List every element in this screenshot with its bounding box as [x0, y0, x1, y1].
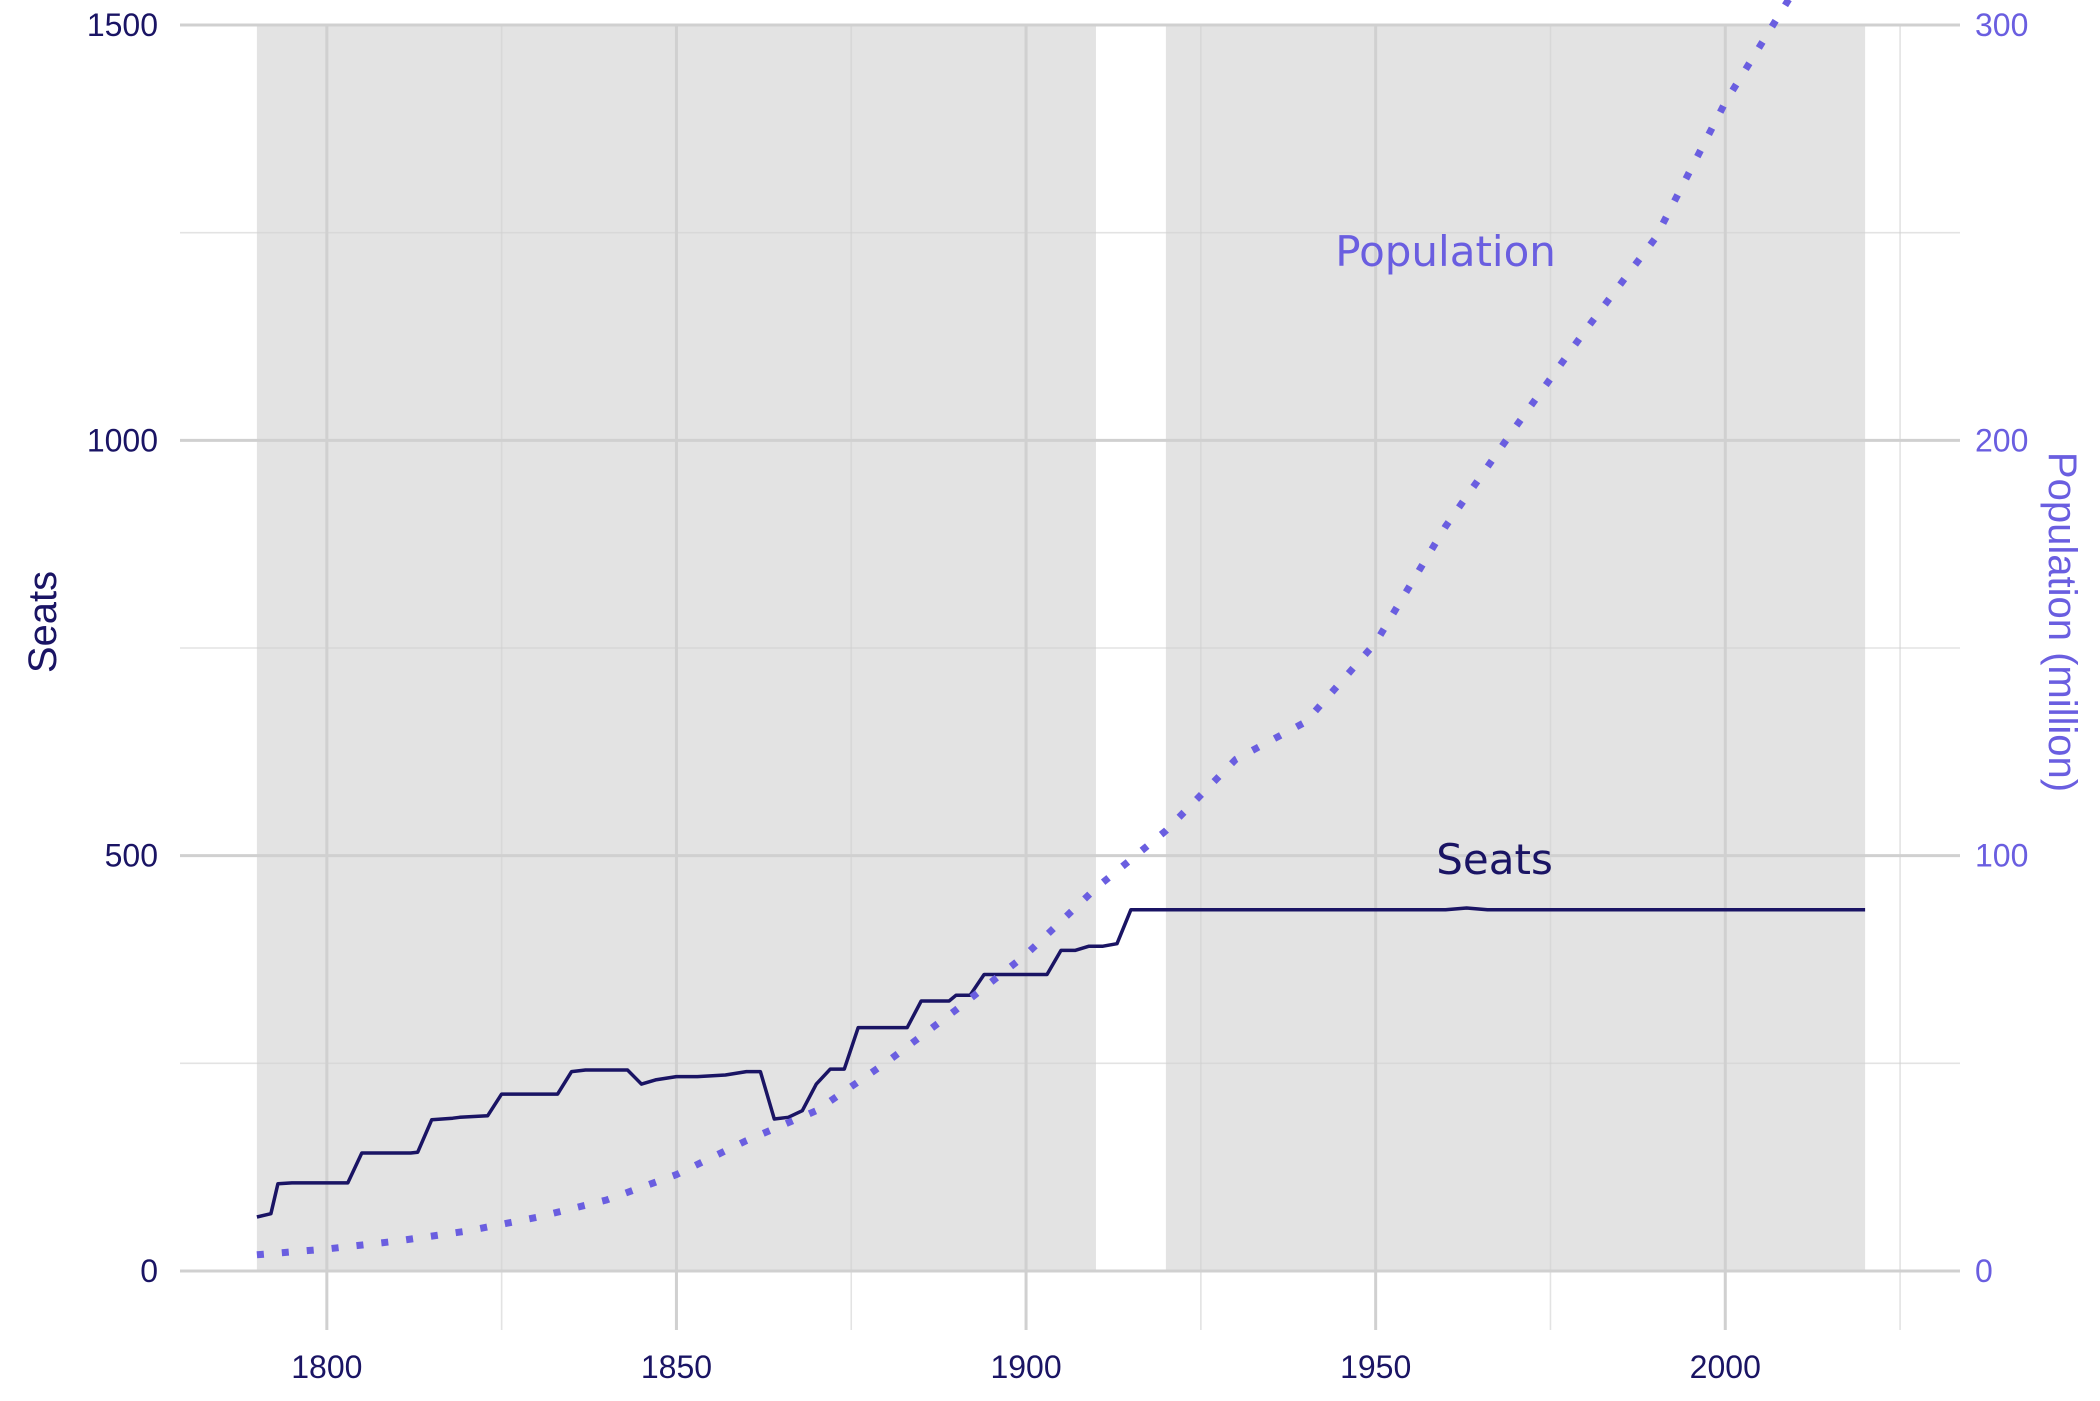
- y-right-tick-label: 100: [1975, 838, 2028, 874]
- x-tick-label: 1950: [1340, 1349, 1411, 1385]
- y-left-tick-label: 1000: [87, 422, 158, 458]
- y-right-tick-label: 0: [1975, 1253, 1993, 1289]
- y-left-tick-label: 0: [140, 1253, 158, 1289]
- series-layer: [256, 0, 1866, 1259]
- y-right-tick-label: 300: [1975, 7, 2028, 43]
- x-tick-label: 1900: [990, 1349, 1061, 1385]
- series-label-seats: Seats: [1436, 835, 1553, 884]
- x-tick-label: 1850: [641, 1349, 712, 1385]
- y-right-axis-title: Population (million): [2040, 452, 2084, 792]
- y-left-axis-title: Seats: [21, 571, 65, 673]
- series-seats-line: [256, 906, 1866, 1219]
- y-left-tick-label: 1500: [87, 7, 158, 43]
- y-left-tick-label: 500: [105, 838, 158, 874]
- series-labels: Seats Population: [1335, 227, 1556, 884]
- gridlines: [180, 23, 1960, 1330]
- x-tick-label: 1800: [291, 1349, 362, 1385]
- series-label-population: Population: [1335, 227, 1556, 276]
- y-right-tick-label: 200: [1975, 422, 2028, 458]
- x-tick-label: 2000: [1690, 1349, 1761, 1385]
- axes: 1800 1850 1900 1950 2000 0 500 1000 1500 0 100 200 3…: [21, 7, 2084, 1385]
